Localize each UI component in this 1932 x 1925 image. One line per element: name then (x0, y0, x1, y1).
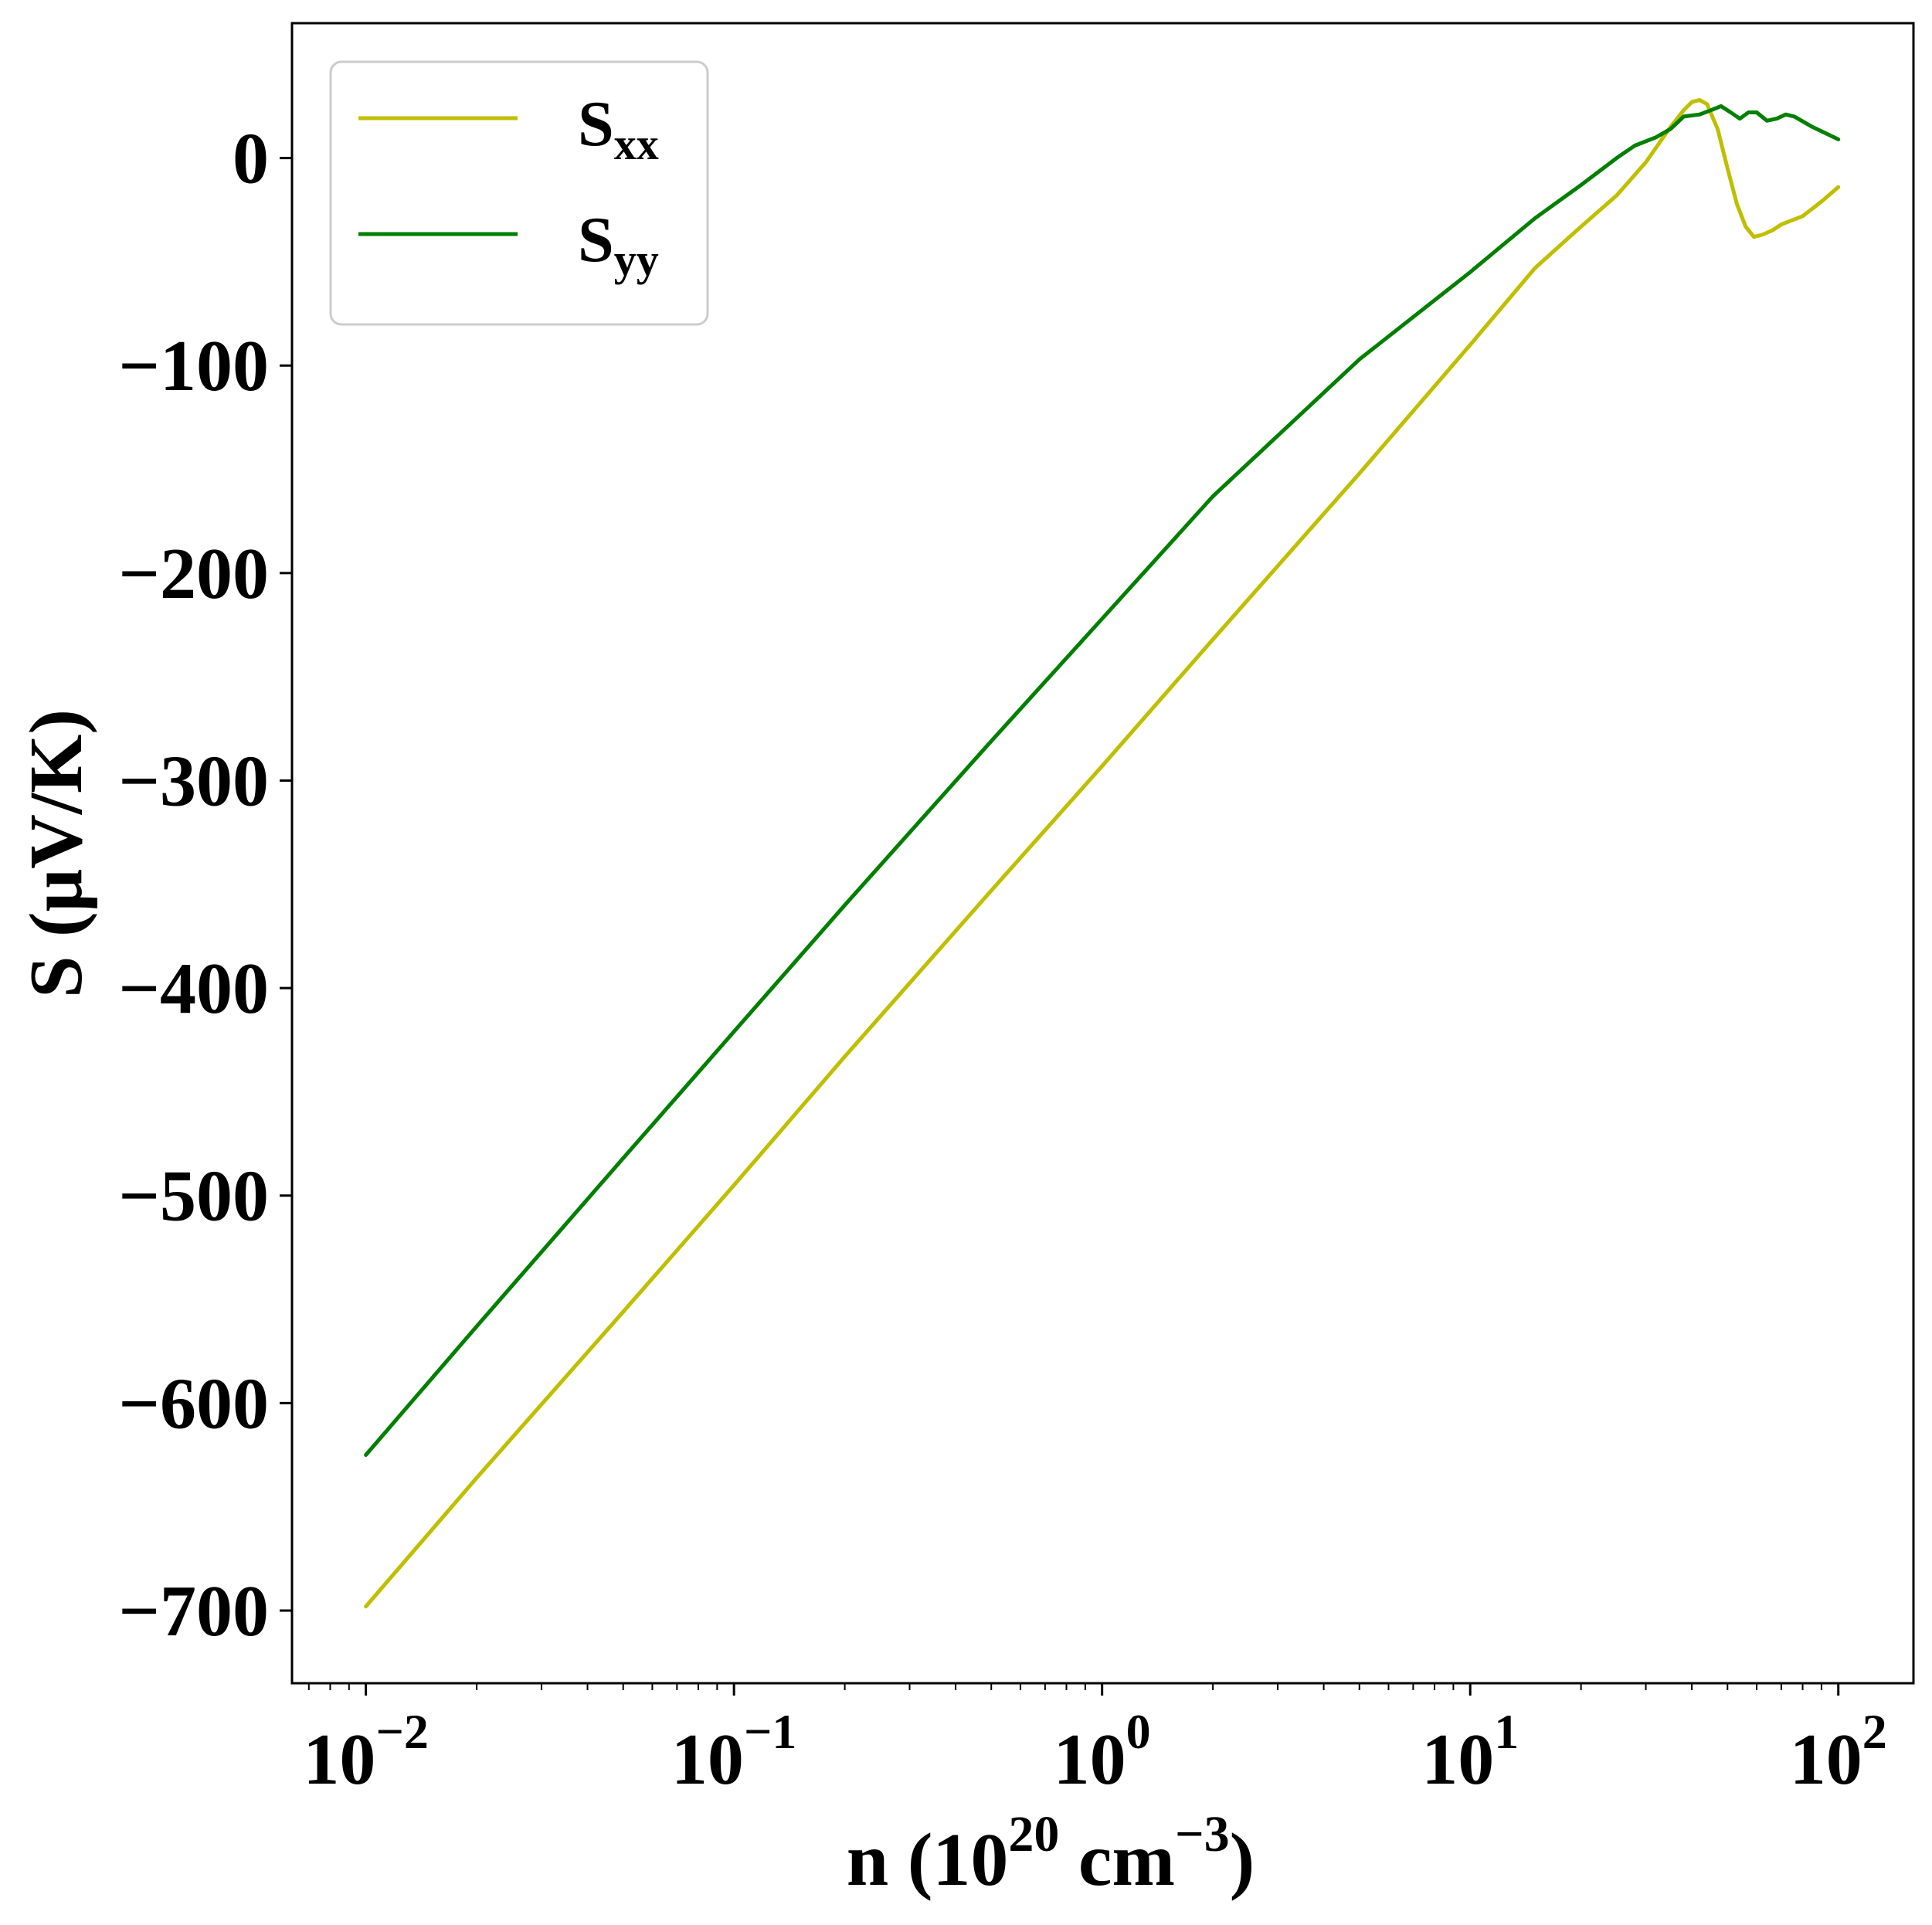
x-tick-label: 102 (1790, 1704, 1887, 1800)
x-tick-label: 10−2 (303, 1704, 428, 1800)
x-tick-label-base: 10 (1054, 1720, 1126, 1800)
x-tick-label-exponent: 0 (1126, 1704, 1151, 1759)
y-tick-label: −300 (118, 741, 269, 821)
legend-label-sxx: Sxx (578, 88, 659, 169)
y-tick-label: −100 (118, 326, 269, 406)
legend-label-syy-main: S (578, 204, 614, 276)
legend-label-sxx-main: S (578, 88, 614, 160)
x-axis-ticks: 10−2 10−1 100 101 102 (303, 1683, 1887, 1800)
x-axis-label-suffix: ) (1230, 1818, 1255, 1902)
x-tick-label-exponent: 2 (1862, 1704, 1887, 1759)
x-tick-label-base: 10 (1790, 1720, 1862, 1800)
legend-label-syy: Syy (578, 204, 659, 285)
x-tick-label: 10−1 (671, 1704, 796, 1800)
legend-box (329, 60, 709, 326)
x-tick-label-exponent: −2 (375, 1704, 428, 1759)
x-tick-label-exponent: −1 (744, 1704, 796, 1759)
y-tick-label: −700 (118, 1571, 269, 1652)
x-tick-label: 100 (1054, 1704, 1151, 1800)
series-layer (364, 97, 1841, 1609)
series-line-sxx (364, 97, 1841, 1609)
x-tick-label-base: 10 (303, 1720, 375, 1800)
x-tick-label-base: 10 (1421, 1720, 1494, 1800)
plot-frame (290, 22, 1915, 1685)
x-axis-label-mid: cm (1059, 1818, 1175, 1902)
x-axis-label-prefix: n (10 (847, 1818, 1009, 1902)
y-tick-label: 0 (233, 119, 269, 199)
y-axis-ticks: 0 −100 −200 −300 −400 −500 −600 −700 (118, 119, 292, 1652)
x-tick-label-exponent: 1 (1494, 1704, 1519, 1759)
x-axis-label: n (1020 cm−3) (847, 1806, 1255, 1902)
x-tick-label: 101 (1421, 1704, 1519, 1800)
y-tick-label: −600 (118, 1363, 269, 1444)
legend-label-syy-sub: yy (614, 235, 659, 285)
legend: Sxx Syy (329, 60, 709, 326)
y-axis-label: S (μV/K) (15, 709, 98, 998)
x-axis-label-sup1: 20 (1008, 1806, 1059, 1862)
series-line-syy (364, 104, 1841, 1457)
y-tick-label: −500 (118, 1156, 269, 1237)
x-axis-label-sup2: −3 (1175, 1806, 1230, 1862)
x-tick-label-base: 10 (671, 1720, 744, 1800)
y-tick-label: −400 (118, 949, 269, 1029)
y-tick-label: −200 (118, 534, 269, 614)
legend-label-sxx-sub: xx (614, 119, 659, 169)
